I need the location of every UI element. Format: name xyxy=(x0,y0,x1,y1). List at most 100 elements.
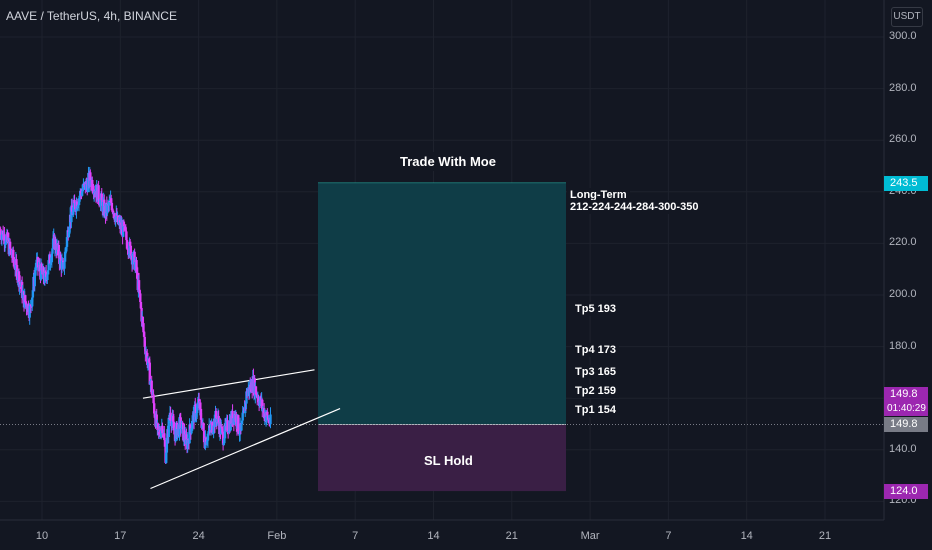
candle-body xyxy=(193,404,196,423)
candle-body xyxy=(261,408,265,410)
candle-body xyxy=(91,190,95,192)
candle-body xyxy=(159,430,163,437)
candle-body xyxy=(19,282,22,285)
tp5-label: Tp5 193 xyxy=(572,302,619,316)
candle-body xyxy=(99,198,102,206)
candle-body xyxy=(237,431,241,435)
position-zones xyxy=(0,182,884,492)
candle-body xyxy=(100,193,103,201)
candle-body xyxy=(68,226,71,232)
sl-label: SL Hold xyxy=(420,451,477,470)
candle-body xyxy=(258,400,261,406)
candle-body xyxy=(84,181,88,190)
time-tick: 24 xyxy=(192,530,205,542)
candle-body xyxy=(195,412,198,417)
candle-body xyxy=(24,302,28,304)
candle-body xyxy=(116,215,120,225)
price-tick: 200.0 xyxy=(889,288,917,300)
candle-body xyxy=(195,404,199,413)
candle-body xyxy=(58,254,62,265)
long-term-label: Long-Term xyxy=(567,188,630,201)
candle-body xyxy=(148,362,151,385)
candle-body xyxy=(82,183,85,190)
candle-body xyxy=(200,419,203,428)
candle-body xyxy=(163,439,167,447)
candle-body xyxy=(226,420,229,433)
candle-body xyxy=(256,394,259,399)
candle-body xyxy=(190,428,193,434)
candle-body xyxy=(129,245,133,259)
candle-body xyxy=(240,424,243,431)
candle-body xyxy=(161,425,164,434)
price-tick: 220.0 xyxy=(889,236,917,249)
candle-body xyxy=(49,262,53,264)
candle-body xyxy=(63,261,66,269)
candle-body xyxy=(194,405,198,417)
candle-body xyxy=(132,251,135,260)
candle-body xyxy=(85,181,88,185)
candle-body xyxy=(25,303,28,310)
candle-body xyxy=(40,263,43,271)
candle-body xyxy=(77,204,80,206)
tp4-label: Tp4 173 xyxy=(572,343,619,357)
candle-body xyxy=(176,428,179,438)
candle-body xyxy=(72,207,75,215)
candle-body xyxy=(199,402,202,409)
candle-body xyxy=(206,433,210,441)
candle-body xyxy=(31,297,34,307)
candle-body xyxy=(46,270,50,275)
candle-body xyxy=(153,413,157,418)
candle-body xyxy=(171,416,175,422)
time-tick: 21 xyxy=(818,530,832,542)
time-tick: 21 xyxy=(505,530,518,542)
candle-body xyxy=(33,274,36,287)
candle-body xyxy=(185,434,188,440)
unit-button[interactable]: USDT xyxy=(891,7,923,27)
candle-body xyxy=(12,249,15,261)
trend-line-lower xyxy=(150,407,341,490)
candle-body xyxy=(15,265,19,280)
tp1-label: Tp1 154 xyxy=(572,403,619,417)
candle-body xyxy=(172,421,175,431)
candle-body xyxy=(128,241,131,254)
trend-line-upper xyxy=(142,369,315,399)
candle-body xyxy=(225,421,228,427)
candle-body xyxy=(131,259,134,265)
candle-body xyxy=(65,237,69,247)
candle-body xyxy=(207,425,211,432)
countdown-badge: 01:40:29 xyxy=(884,401,928,416)
candle-body xyxy=(62,260,65,263)
candle-body xyxy=(4,243,7,245)
candle-body xyxy=(5,236,8,244)
candle-body xyxy=(181,422,184,424)
candle-body xyxy=(187,438,190,440)
candle-body xyxy=(127,249,130,255)
candle-body xyxy=(34,266,38,271)
trend-lines xyxy=(142,369,341,490)
candle-body xyxy=(18,282,21,288)
candle-body xyxy=(124,230,127,232)
candle-body xyxy=(142,323,145,333)
candle-body xyxy=(250,391,254,393)
price-tick: 180.0 xyxy=(889,339,917,352)
candle-body xyxy=(125,231,128,241)
candle-body xyxy=(64,249,67,252)
candle-body xyxy=(15,259,18,266)
candle-body xyxy=(269,414,272,425)
candle-body xyxy=(42,267,45,279)
candle-body xyxy=(241,412,244,421)
candle-body xyxy=(242,410,245,413)
candle-body xyxy=(113,213,116,219)
target-price-badge: 243.5 xyxy=(884,176,928,191)
candle-body xyxy=(170,421,174,427)
time-tick: Feb xyxy=(267,530,287,542)
candle-body xyxy=(178,417,181,436)
candle-body xyxy=(98,200,101,204)
candle-body xyxy=(186,438,189,449)
candle-body xyxy=(152,394,155,404)
candle-body xyxy=(223,438,226,444)
candle-body xyxy=(50,253,54,263)
current-price-badge: 149.8 xyxy=(884,417,928,432)
time-tick: Mar xyxy=(580,530,600,542)
